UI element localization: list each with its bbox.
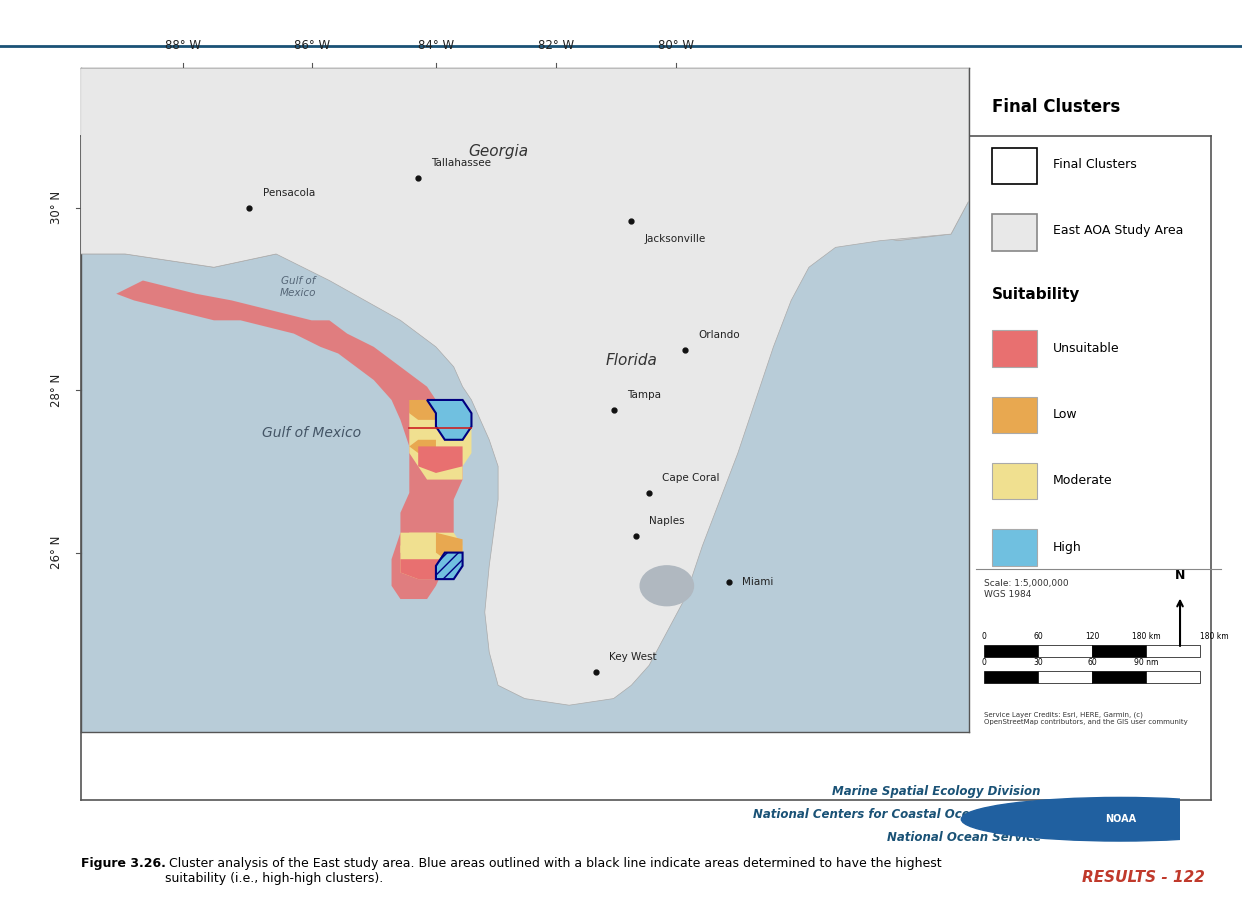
Text: 60: 60 <box>1087 658 1097 667</box>
Polygon shape <box>81 68 969 267</box>
Text: N: N <box>1175 569 1185 583</box>
Polygon shape <box>400 533 462 579</box>
Text: East AOA Study Area: East AOA Study Area <box>1053 225 1184 237</box>
Bar <box>991 215 1037 251</box>
Text: 26° N: 26° N <box>50 536 63 569</box>
Text: National Centers for Coastal Ocean Science: National Centers for Coastal Ocean Scien… <box>753 807 1041 821</box>
Text: 180 km: 180 km <box>1200 632 1230 641</box>
Text: Service Layer Credits: Esri, HERE, Garmin, (c)
OpenStreetMap contributors, and t: Service Layer Credits: Esri, HERE, Garmi… <box>984 712 1187 725</box>
Bar <box>1146 644 1200 657</box>
Text: 0: 0 <box>981 658 986 667</box>
Text: Gulf of
Mexico: Gulf of Mexico <box>279 276 317 298</box>
Bar <box>991 529 1037 565</box>
Text: 30: 30 <box>1033 658 1043 667</box>
Text: Unsuitable: Unsuitable <box>1053 342 1119 355</box>
Text: Cluster analysis of the East study area. Blue areas outlined with a black line i: Cluster analysis of the East study area.… <box>165 857 941 885</box>
Text: Miami: Miami <box>743 577 774 587</box>
Text: Suitability: Suitability <box>991 287 1081 302</box>
Text: Marine Spatial Ecology Division: Marine Spatial Ecology Division <box>832 785 1041 798</box>
Text: Cape Coral: Cape Coral <box>662 473 720 483</box>
Text: Key West: Key West <box>609 652 657 662</box>
Circle shape <box>640 565 693 605</box>
Polygon shape <box>436 553 462 579</box>
Polygon shape <box>81 68 969 705</box>
Polygon shape <box>427 400 472 440</box>
Text: Final Clusters: Final Clusters <box>991 98 1120 116</box>
Polygon shape <box>410 440 436 453</box>
Text: Pensacola: Pensacola <box>263 187 315 197</box>
Text: RESULTS - 122: RESULTS - 122 <box>1082 870 1205 884</box>
Text: 82° W: 82° W <box>538 38 574 52</box>
Bar <box>1092 672 1146 684</box>
Polygon shape <box>400 559 453 579</box>
Text: Jacksonville: Jacksonville <box>645 235 705 245</box>
Bar <box>1092 644 1146 657</box>
Polygon shape <box>419 446 462 473</box>
Bar <box>984 672 1038 684</box>
Text: High: High <box>1053 541 1082 554</box>
Bar <box>1038 672 1092 684</box>
Text: NOAA: NOAA <box>1104 814 1136 824</box>
Bar <box>1038 644 1092 657</box>
Text: Low: Low <box>1053 408 1077 421</box>
Polygon shape <box>410 400 436 420</box>
Text: Florida: Florida <box>605 353 657 367</box>
Bar <box>991 396 1037 434</box>
Polygon shape <box>400 533 436 559</box>
Bar <box>991 148 1037 185</box>
Text: 86° W: 86° W <box>293 38 329 52</box>
Polygon shape <box>436 533 462 559</box>
Text: 80° W: 80° W <box>658 38 694 52</box>
Polygon shape <box>410 400 472 480</box>
Bar <box>991 330 1037 367</box>
Text: Georgia: Georgia <box>468 144 528 159</box>
Text: Tallahassee: Tallahassee <box>431 157 492 168</box>
Text: National Ocean Service: National Ocean Service <box>887 831 1041 844</box>
Text: 0: 0 <box>981 632 986 641</box>
Text: 30° N: 30° N <box>50 191 63 225</box>
Text: 60: 60 <box>1033 632 1043 641</box>
Text: Final Clusters: Final Clusters <box>1053 158 1136 171</box>
Polygon shape <box>117 281 462 599</box>
Text: Gulf of Mexico: Gulf of Mexico <box>262 426 361 440</box>
Text: 120: 120 <box>1086 632 1099 641</box>
Text: 180 km: 180 km <box>1131 632 1160 641</box>
Text: 88° W: 88° W <box>165 38 201 52</box>
Bar <box>1146 672 1200 684</box>
Text: Moderate: Moderate <box>1053 474 1113 487</box>
Circle shape <box>961 797 1242 841</box>
Text: Naples: Naples <box>650 516 684 526</box>
Bar <box>984 644 1038 657</box>
Text: Tampa: Tampa <box>627 390 661 400</box>
Text: 90 nm: 90 nm <box>1134 658 1159 667</box>
Text: 84° W: 84° W <box>417 38 455 52</box>
Bar <box>991 463 1037 500</box>
Text: Orlando: Orlando <box>698 330 739 340</box>
Text: Scale: 1:5,000,000
WGS 1984: Scale: 1:5,000,000 WGS 1984 <box>984 579 1068 598</box>
Text: Figure 3.26.: Figure 3.26. <box>81 857 165 871</box>
Text: 28° N: 28° N <box>50 374 63 406</box>
